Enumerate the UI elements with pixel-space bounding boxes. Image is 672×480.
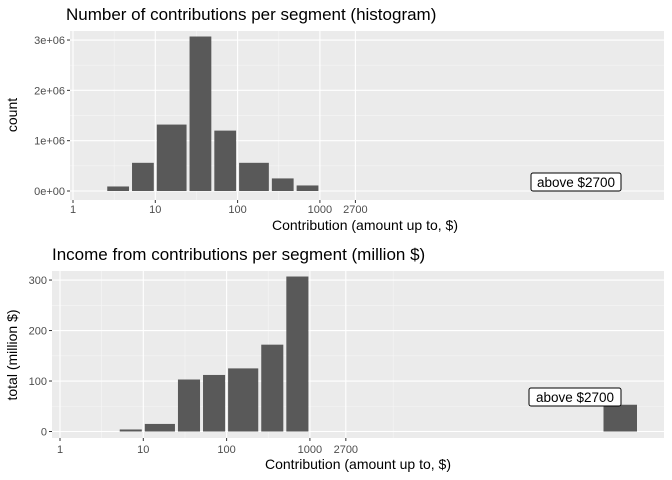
income-bar	[228, 368, 259, 432]
income-y-axis-label: total (million $)	[4, 309, 20, 400]
histogram-bar	[156, 124, 187, 191]
histogram-annotation: above $2700	[530, 172, 622, 192]
histogram-bar	[214, 130, 237, 191]
histogram-y-ticks: 0e+00 1e+06 2e+06 3e+06	[34, 35, 70, 198]
income-panel	[52, 271, 664, 438]
histogram-y-tick-label: 1e+06	[34, 136, 65, 148]
income-y-tick-label: 200	[29, 326, 47, 338]
income-bar	[203, 374, 226, 432]
histogram-annotation-box	[530, 172, 622, 192]
income-y-ticks: 0 100 200 300	[29, 275, 52, 439]
histogram-x-tick-label: 1000	[308, 204, 332, 216]
income-x-tick-label: 100	[217, 444, 235, 456]
histogram-x-ticks: 1 10 100 1000 2700	[70, 200, 368, 216]
income-x-ticks: 1 10 100 1000 2700	[57, 438, 358, 456]
income-x-tick-label: 2700	[334, 444, 358, 456]
income-x-tick-label: 1	[57, 444, 63, 456]
histogram-y-axis-label: count	[4, 98, 20, 132]
histogram-x-tick-label: 10	[149, 204, 161, 216]
histogram-bar	[296, 185, 319, 191]
income-annotation-label: above $2700	[536, 390, 614, 405]
histogram-x-tick-label: 2700	[343, 204, 367, 216]
income-x-axis-label: Contribution (amount up to, $)	[265, 456, 451, 472]
income-annotation: above $2700	[528, 387, 622, 407]
income-annotation-box	[528, 387, 622, 407]
income-bar	[177, 379, 201, 432]
income-bar	[144, 423, 175, 432]
histogram-x-tick-label: 100	[228, 204, 246, 216]
income-bar	[261, 344, 284, 432]
income-y-tick-label: 100	[29, 376, 47, 388]
histogram-bar	[239, 162, 269, 191]
histogram-y-tick-label: 2e+06	[34, 85, 65, 97]
income-x-tick-label: 1000	[298, 444, 322, 456]
income-x-tick-label: 10	[137, 444, 149, 456]
histogram-bar	[132, 162, 154, 191]
income-y-tick-label: 0	[41, 427, 47, 439]
histogram-y-tick-label: 0e+00	[34, 186, 65, 198]
income-bar	[286, 276, 309, 432]
income-y-tick-label: 300	[29, 275, 47, 287]
histogram-bars	[107, 36, 319, 192]
histogram-bar	[107, 186, 130, 191]
histogram-annotation-label: above $2700	[537, 175, 615, 190]
income-chart: Income from contributions per segment (m…	[4, 245, 664, 472]
income-bar	[603, 404, 637, 432]
histogram-bar	[271, 178, 294, 191]
histogram-chart: Number of contributions per segment (his…	[4, 5, 664, 233]
income-bars	[119, 276, 637, 432]
histogram-x-axis-label: Contribution (amount up to, $)	[272, 217, 458, 233]
histogram-title: Number of contributions per segment (his…	[66, 5, 436, 24]
histogram-y-tick-label: 3e+06	[34, 35, 65, 47]
histogram-x-tick-label: 1	[70, 204, 76, 216]
histogram-bar	[189, 36, 212, 192]
income-title: Income from contributions per segment (m…	[52, 245, 425, 264]
income-bar	[119, 429, 142, 432]
